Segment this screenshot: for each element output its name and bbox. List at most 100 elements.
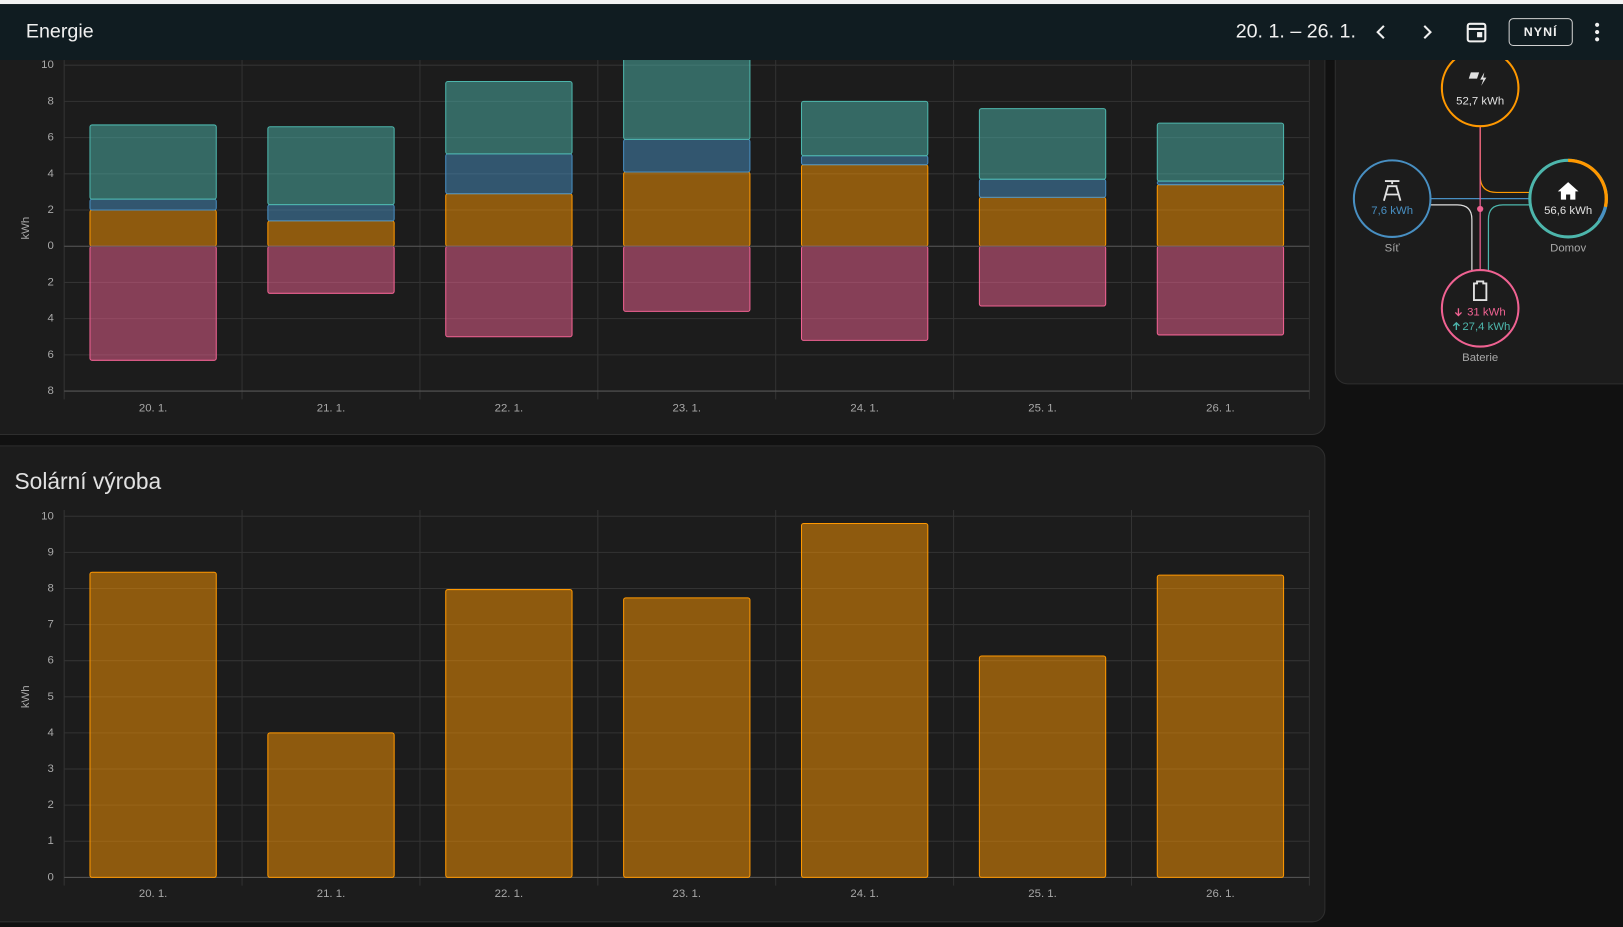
date-range: 20. 1. – 26. 1. <box>1236 20 1356 42</box>
bar <box>978 196 1107 247</box>
y-tick-label: 5 <box>47 691 53 703</box>
x-tick-label: 22. 1. <box>495 888 523 900</box>
y-tick-label: 2 <box>47 204 53 216</box>
bar <box>623 597 751 878</box>
bar <box>267 220 395 247</box>
menu-dot <box>1595 22 1600 27</box>
menu-dot <box>1595 37 1600 42</box>
bar <box>1156 122 1285 182</box>
bar <box>267 732 395 878</box>
bar <box>89 198 217 211</box>
bar <box>445 153 573 195</box>
grid-value: 7,6 kWh <box>1371 205 1413 217</box>
bar <box>445 80 573 155</box>
energy-distribution: 52,7 kWh 7,6 kWh Síť 56,6 kWh Domov 31 k… <box>1352 48 1608 364</box>
y-tick-label: 0 <box>47 240 53 252</box>
bar <box>445 589 573 878</box>
battery-in: 27,4 kWh <box>1462 321 1510 333</box>
home-value: 56,6 kWh <box>1544 205 1592 217</box>
now-button-label: NYNÍ <box>1524 24 1558 39</box>
battery-icon <box>1473 280 1488 301</box>
x-tick-label: 25. 1. <box>1028 403 1056 415</box>
y-tick-label: 8 <box>47 582 53 594</box>
calendar-button[interactable] <box>1466 22 1487 43</box>
solar-value: 52,7 kWh <box>1456 95 1504 107</box>
bar <box>89 245 217 361</box>
bar <box>623 245 751 312</box>
menu-dot <box>1595 30 1600 35</box>
bar <box>978 108 1107 180</box>
next-button[interactable] <box>1423 25 1432 40</box>
bar <box>1156 180 1285 186</box>
x-tick-label: 21. 1. <box>317 888 345 900</box>
bar <box>445 193 573 247</box>
bar <box>623 55 751 140</box>
battery-out: 31 kWh <box>1467 306 1506 318</box>
bar <box>623 138 751 173</box>
chart: Solární výroba kWh 0 1 2 3 4 5 6 7 8 9 10 20. 1. 21. 1… <box>14 468 1310 900</box>
x-tick-label: 25. 1. <box>1028 888 1056 900</box>
calendar-icon <box>1466 22 1487 43</box>
flow-line <box>1430 204 1473 271</box>
solar-icon <box>1468 72 1487 86</box>
menu-button[interactable] <box>1595 22 1600 42</box>
x-tick-label: 20. 1. <box>139 888 167 900</box>
home-ring-grid <box>1597 206 1608 222</box>
x-tick-label: 26. 1. <box>1206 888 1234 900</box>
y-tick-label: 3 <box>47 763 53 775</box>
bar <box>978 655 1107 878</box>
y-axis-label: kWh <box>20 685 32 708</box>
home-ring-solar <box>1568 158 1608 208</box>
x-tick-label: 23. 1. <box>673 403 701 415</box>
x-tick-label: 22. 1. <box>495 403 523 415</box>
y-tick-label: 10 <box>41 510 54 522</box>
battery-label: Baterie <box>1462 352 1498 364</box>
now-button[interactable] <box>1508 18 1573 47</box>
browser-edge <box>0 0 1623 5</box>
y-tick-label: 4 <box>47 727 53 739</box>
top-bar: Energie 20. 1. – 26. 1. NYNÍ <box>0 0 1623 61</box>
bar <box>623 171 751 247</box>
bar <box>1156 245 1285 336</box>
solar-node <box>1440 48 1520 128</box>
bar <box>800 522 929 878</box>
bar <box>267 204 395 222</box>
flow-dot <box>1477 205 1484 213</box>
app-header <box>0 4 1623 61</box>
chart-title: Solární výroba <box>14 468 161 494</box>
flow-line <box>1487 204 1530 271</box>
arrow-up <box>1452 321 1460 331</box>
y-tick-label: 6 <box>47 655 53 667</box>
bar <box>978 178 1107 198</box>
grid-node <box>1352 159 1432 238</box>
y-tick-label: 8 <box>47 95 53 107</box>
bar <box>800 100 929 157</box>
prev-button[interactable] <box>1376 25 1385 40</box>
grid-icon <box>1383 180 1402 201</box>
y-tick-label: 10 <box>41 59 54 71</box>
y-tick-label: 9 <box>47 546 53 558</box>
y-tick-label: 2 <box>47 276 53 288</box>
y-tick-label: 8 <box>47 385 53 397</box>
bar <box>800 245 929 341</box>
y-axis-label: kWh <box>20 217 32 240</box>
y-tick-label: 6 <box>47 349 53 361</box>
arrow-down <box>1454 308 1463 317</box>
chart: kWh 8 6 4 2 0 2 4 6 8 10 20. 1. 21. 1. 22. 1. 23. 1. 24… <box>20 55 1310 415</box>
page-title: Energie <box>26 20 94 42</box>
bar <box>445 245 573 338</box>
bar <box>267 126 395 206</box>
x-tick-label: 24. 1. <box>850 403 878 415</box>
bar <box>800 164 929 247</box>
y-tick-label: 1 <box>47 835 53 847</box>
x-tick-label: 26. 1. <box>1206 403 1234 415</box>
bar <box>1156 184 1285 247</box>
x-tick-label: 20. 1. <box>139 403 167 415</box>
bar <box>1156 574 1285 878</box>
bar <box>978 245 1107 307</box>
bar <box>800 155 929 166</box>
y-tick-label: 6 <box>47 132 53 144</box>
calendar-icon <box>1477 32 1483 38</box>
